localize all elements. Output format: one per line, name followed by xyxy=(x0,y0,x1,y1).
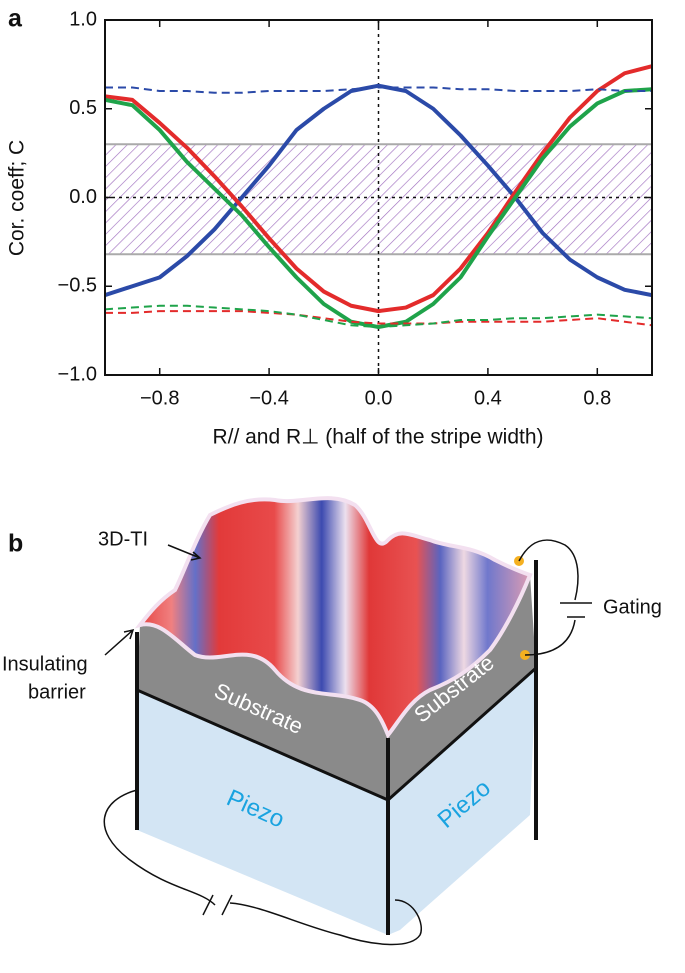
wire xyxy=(524,619,576,656)
series-line xyxy=(105,304,652,329)
label: barrier xyxy=(28,681,86,703)
arrow xyxy=(167,544,202,561)
x-tick-label: 0.4 xyxy=(474,387,502,409)
edge xyxy=(387,666,537,802)
y-tick-label: −1.0 xyxy=(58,363,97,385)
break xyxy=(202,894,214,916)
x-tick-label: 0.8 xyxy=(583,387,611,409)
y-tick-label: 1.0 xyxy=(69,8,97,30)
plot-area: −0.8 −0.4 0.0 0.4 0.8 −1.0 −0.5 0.0 0.5 1.0 xyxy=(58,8,653,409)
x-tick-label: −0.4 xyxy=(249,387,288,409)
break xyxy=(221,894,233,916)
piezo-right-face xyxy=(388,668,536,935)
series-line xyxy=(105,86,652,94)
label: 3D-TI xyxy=(98,528,148,550)
series-line xyxy=(105,83,652,298)
diagram: b 3D-TI Insulating barrier Gating Substr… xyxy=(2,496,662,946)
y-axis-label: Cor. coeff; C xyxy=(6,140,29,256)
edge xyxy=(136,688,389,802)
x-tick-label: −0.8 xyxy=(140,387,179,409)
y-tick-label: −0.5 xyxy=(58,275,97,297)
ti-surface xyxy=(134,496,533,739)
piezo-left-face xyxy=(137,690,388,935)
plot-clip xyxy=(105,20,652,375)
x-axis-label: R// and R⊥ (half of the stripe width) xyxy=(212,426,543,449)
x-tick-label: 0.0 xyxy=(365,387,393,409)
series-line xyxy=(105,310,652,327)
arrow xyxy=(104,628,135,656)
wire xyxy=(103,789,422,946)
y-tick-label: 0.0 xyxy=(69,186,97,208)
label: Insulating xyxy=(2,653,88,675)
wire xyxy=(518,539,579,601)
panel-label: a xyxy=(8,5,23,33)
y-tick-label: 0.5 xyxy=(69,97,97,119)
panel-label: b xyxy=(8,530,23,558)
substrate xyxy=(137,575,536,800)
series-line xyxy=(105,64,652,314)
label: Gating xyxy=(603,596,662,618)
